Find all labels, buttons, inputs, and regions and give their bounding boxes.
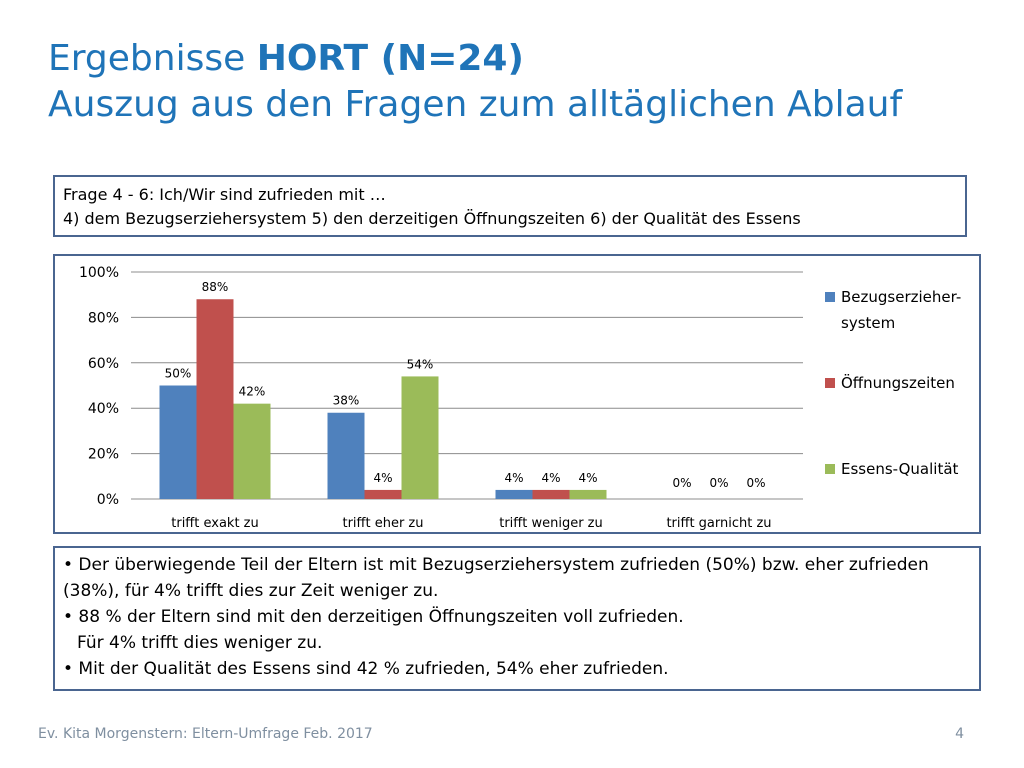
bar: [401, 376, 439, 499]
title-prefix: Ergebnisse: [48, 38, 257, 79]
legend-swatch: [825, 378, 835, 388]
question-line-1: Frage 4 - 6: Ich/Wir sind zufrieden mit …: [63, 185, 386, 204]
legend-label: Bezugserzieher-: [841, 288, 961, 306]
page-number: 4: [955, 726, 964, 742]
y-tick-label: 20%: [88, 447, 119, 463]
y-tick-label: 0%: [97, 492, 119, 508]
data-label: 4%: [541, 471, 560, 485]
y-tick-label: 80%: [88, 310, 119, 326]
chart-container: 0% 20% 40% 60% 80% 100% 50% 88% 42% trifft exakt …: [53, 254, 981, 534]
legend-swatch: [825, 292, 835, 302]
bar: [196, 299, 234, 499]
legend-label: Öffnungszeiten: [841, 373, 955, 392]
legend-swatch: [825, 464, 835, 474]
data-label: 38%: [333, 394, 360, 408]
y-tick-label: 60%: [88, 356, 119, 372]
title-line-2: Auszug aus den Fragen zum alltäglichen A…: [48, 84, 903, 125]
bar: [327, 412, 365, 499]
footer-text: Ev. Kita Morgenstern: Eltern-Umfrage Feb…: [38, 726, 373, 742]
note-3: Für 4% trifft dies weniger zu.: [77, 633, 323, 653]
note-4: • Mit der Qualität des Essens sind 42 % …: [63, 659, 669, 679]
title-line-1: Ergebnisse HORT (N=24): [48, 36, 1008, 82]
data-label: 54%: [407, 357, 434, 371]
data-label: 88%: [202, 280, 229, 294]
x-tick-label: trifft garnicht zu: [666, 516, 771, 531]
data-label: 50%: [165, 367, 192, 381]
data-label: 4%: [504, 471, 523, 485]
y-tick-label: 100%: [79, 265, 119, 281]
slide-title: Ergebnisse HORT (N=24) Auszug aus den Fr…: [48, 36, 1008, 128]
data-label: 0%: [672, 476, 691, 490]
question-line-2: 4) dem Bezugserziehersystem 5) den derze…: [63, 209, 801, 228]
bar: [569, 489, 607, 499]
x-tick-label: trifft weniger zu: [499, 516, 603, 531]
bar: [233, 403, 271, 499]
x-tick-label: trifft exakt zu: [171, 516, 259, 531]
question-box: Frage 4 - 6: Ich/Wir sind zufrieden mit …: [53, 175, 967, 237]
bar: [159, 385, 197, 499]
data-label: 4%: [373, 471, 392, 485]
bar: [495, 489, 533, 499]
legend-label: Essens-Qualität: [841, 460, 959, 478]
legend-label: system: [841, 314, 895, 332]
note-1: • Der überwiegende Teil der Eltern ist m…: [63, 555, 929, 601]
data-label: 4%: [578, 471, 597, 485]
note-2: • 88 % der Eltern sind mit den derzeitig…: [63, 607, 684, 627]
x-tick-label: trifft eher zu: [342, 516, 423, 531]
bar-chart: 0% 20% 40% 60% 80% 100% 50% 88% 42% trifft exakt …: [79, 265, 961, 531]
bar: [532, 489, 570, 499]
bar: [364, 489, 402, 499]
y-tick-label: 40%: [88, 401, 119, 417]
title-bold: HORT (N=24): [256, 38, 524, 79]
data-label: 42%: [239, 385, 266, 399]
data-label: 0%: [709, 476, 728, 490]
data-label: 0%: [746, 476, 765, 490]
notes-box: • Der überwiegende Teil der Eltern ist m…: [53, 546, 981, 691]
